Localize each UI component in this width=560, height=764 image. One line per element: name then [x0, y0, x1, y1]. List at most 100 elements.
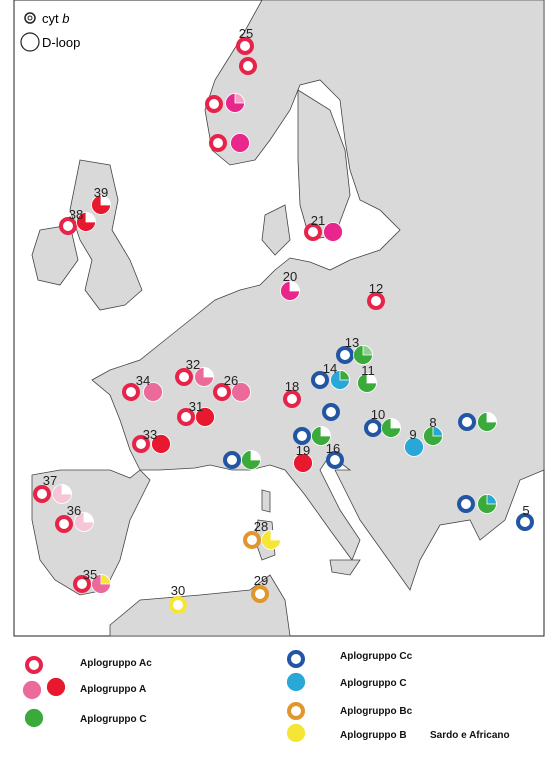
- cytb-marker: [25, 656, 43, 674]
- site-label: 9: [409, 427, 416, 442]
- cytb-marker: [33, 485, 51, 503]
- cytb-marker: [367, 292, 385, 310]
- dloop-marker: [323, 222, 343, 242]
- legend-label: Aplogruppo Ac: [80, 658, 152, 669]
- site-label: 26: [224, 373, 238, 388]
- cytb-marker: [336, 346, 354, 364]
- site-label: 14: [323, 361, 337, 376]
- site-label: 38: [69, 207, 83, 222]
- cytb-marker: [516, 513, 534, 531]
- site-label: 16: [326, 441, 340, 456]
- cytb-marker: [326, 451, 344, 469]
- cytb-marker: [205, 95, 223, 113]
- site-label: 5: [522, 503, 529, 518]
- cytb-marker: [122, 383, 140, 401]
- cytb-marker: [177, 408, 195, 426]
- legend-label: Aplogruppo B: [340, 730, 407, 741]
- cytb-marker: [132, 435, 150, 453]
- dloop-marker: [230, 133, 250, 153]
- dloop-wedge: [486, 494, 497, 505]
- dloop-wedge: [486, 412, 497, 423]
- cytb-marker: [55, 515, 73, 533]
- site-label: 20: [283, 269, 297, 284]
- site-label: 8: [429, 415, 436, 430]
- cytb-marker: [458, 413, 476, 431]
- dloop-wedge: [203, 367, 214, 378]
- dloop-marker: [231, 382, 251, 402]
- site-label: 39: [94, 185, 108, 200]
- cytb-marker: [59, 217, 77, 235]
- dloop-wedge: [366, 373, 377, 384]
- site-label: 32: [186, 357, 200, 372]
- dloop-marker: [404, 437, 424, 457]
- dloop-wedge: [234, 93, 245, 104]
- site-label: 12: [369, 281, 383, 296]
- dloop-wedge: [61, 484, 72, 495]
- top-legend: cyt b D-loop: [20, 11, 80, 52]
- dloop-marker: [286, 672, 306, 692]
- site-label: 25: [239, 26, 253, 41]
- cytb-marker: [73, 575, 91, 593]
- site-labels: 25 39 38 21 20 12 13 14 11 32 34 26 18 31 10 98 33 16 19 37…: [43, 26, 530, 598]
- cytb-marker: [311, 371, 329, 389]
- legend-circle: [20, 32, 40, 52]
- legend-label: Aplogruppo Cc: [340, 651, 413, 662]
- cytb-marker: [293, 427, 311, 445]
- legend-text: D-loop: [42, 35, 80, 50]
- dloop-wedge: [289, 281, 300, 292]
- dloop-marker: [293, 453, 313, 473]
- cytb-marker: [243, 531, 261, 549]
- cytb-marker: [322, 403, 340, 421]
- cytb-marker: [223, 451, 241, 469]
- dloop-marker: [286, 723, 306, 743]
- dloop-wedge: [250, 450, 261, 461]
- dloop-wedge: [320, 426, 331, 437]
- dloop-marker: [24, 708, 44, 728]
- cytb-marker: [209, 134, 227, 152]
- cytb-marker: [236, 37, 254, 55]
- legend-label: Aplogruppo C: [340, 678, 407, 689]
- dloop-marker: [143, 382, 163, 402]
- cytb-marker: [457, 495, 475, 513]
- cytb-marker: [169, 596, 187, 614]
- dloop-wedge: [362, 345, 373, 356]
- dloop-wedge: [270, 530, 281, 541]
- site-label: 21: [311, 213, 325, 228]
- markers: [22, 37, 534, 743]
- cytb-marker: [364, 419, 382, 437]
- site-label: 29: [254, 573, 268, 588]
- site-label: 37: [43, 473, 57, 488]
- site-label: 33: [143, 427, 157, 442]
- site-label: 28: [254, 519, 268, 534]
- site-label: 19: [296, 443, 310, 458]
- legend-label: Aplogruppo Bc: [340, 706, 413, 717]
- cytb-marker: [287, 650, 305, 668]
- dloop-marker: [46, 677, 66, 697]
- cytb-marker: [283, 390, 301, 408]
- dloop-wedge: [339, 370, 350, 381]
- legend-text: cyt b: [42, 11, 69, 26]
- cytb-marker: [287, 702, 305, 720]
- cytb-marker: [175, 368, 193, 386]
- dloop-wedge: [100, 195, 111, 206]
- site-label: 36: [67, 503, 81, 518]
- legend-label: Aplogruppo C: [80, 714, 147, 725]
- site-label: 11: [361, 363, 375, 378]
- dloop-marker: [151, 434, 171, 454]
- legend-label: Sardo e Africano: [430, 730, 510, 741]
- site-label: 13: [345, 335, 359, 350]
- site-label: 31: [189, 399, 203, 414]
- site-label: 35: [83, 567, 97, 582]
- legend-label: Aplogruppo A: [80, 684, 146, 695]
- legend-text: cyt: [42, 11, 62, 26]
- dloop-wedge: [85, 212, 96, 223]
- dloop-marker: [195, 407, 215, 427]
- site-label: 18: [285, 379, 299, 394]
- dloop-wedge: [100, 574, 111, 585]
- cytb-marker: [304, 223, 322, 241]
- dloop-wedge: [83, 512, 94, 523]
- dloop-marker: [22, 680, 42, 700]
- dloop-wedge: [390, 418, 401, 429]
- site-label: 30: [171, 583, 185, 598]
- legend-ring: [27, 15, 33, 21]
